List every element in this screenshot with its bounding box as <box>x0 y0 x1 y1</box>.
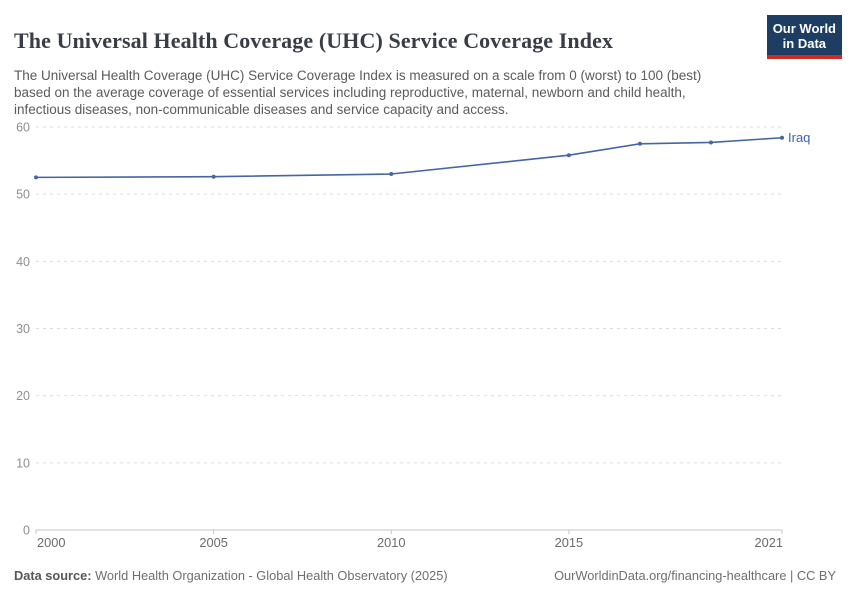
iraq-series-label[interactable]: Iraq <box>788 130 810 145</box>
x-tick-label-2005: 2005 <box>199 535 227 550</box>
x-tick-label-2000: 2000 <box>37 535 65 550</box>
owid-logo[interactable]: Our World in Data <box>766 15 842 59</box>
iraq-data-point-2019 <box>708 140 713 145</box>
x-tick-label-2015: 2015 <box>555 535 583 550</box>
iraq-data-point-2021 <box>780 135 784 140</box>
owid-license-link[interactable]: OurWorldinData.org/financing-healthcare … <box>554 568 836 583</box>
page-title: The Universal Health Coverage (UHC) Serv… <box>14 27 614 53</box>
iraq-data-point-2015 <box>566 153 571 158</box>
owid-logo-line2: in Data <box>782 36 827 51</box>
data-source-label: Data source: <box>14 568 92 583</box>
iraq-data-point-2010 <box>389 172 394 177</box>
data-source-text: World Health Organization - Global Healt… <box>91 568 448 583</box>
y-tick-label-50: 50 <box>16 188 30 202</box>
y-tick-label-60: 60 <box>16 121 30 135</box>
y-tick-label-10: 10 <box>16 456 30 470</box>
chart-subtitle: The Universal Health Coverage (UHC) Serv… <box>14 67 702 117</box>
x-tick-label-2010: 2010 <box>377 535 405 550</box>
y-tick-label-0: 0 <box>23 524 30 538</box>
iraq-data-point-2000 <box>34 175 38 180</box>
iraq-data-point-2017 <box>637 141 642 146</box>
owid-logo-line1: Our World <box>772 21 836 36</box>
data-source-note: Data source: World Health Organization -… <box>14 568 448 583</box>
chart-footer: Data source: World Health Organization -… <box>14 568 836 583</box>
y-tick-label-40: 40 <box>16 255 30 269</box>
y-tick-label-20: 20 <box>16 389 30 403</box>
y-tick-label-30: 30 <box>16 322 30 336</box>
iraq-line-series <box>35 136 783 179</box>
x-tick-label-2021: 2021 <box>755 535 783 550</box>
iraq-data-point-2005 <box>211 174 216 179</box>
